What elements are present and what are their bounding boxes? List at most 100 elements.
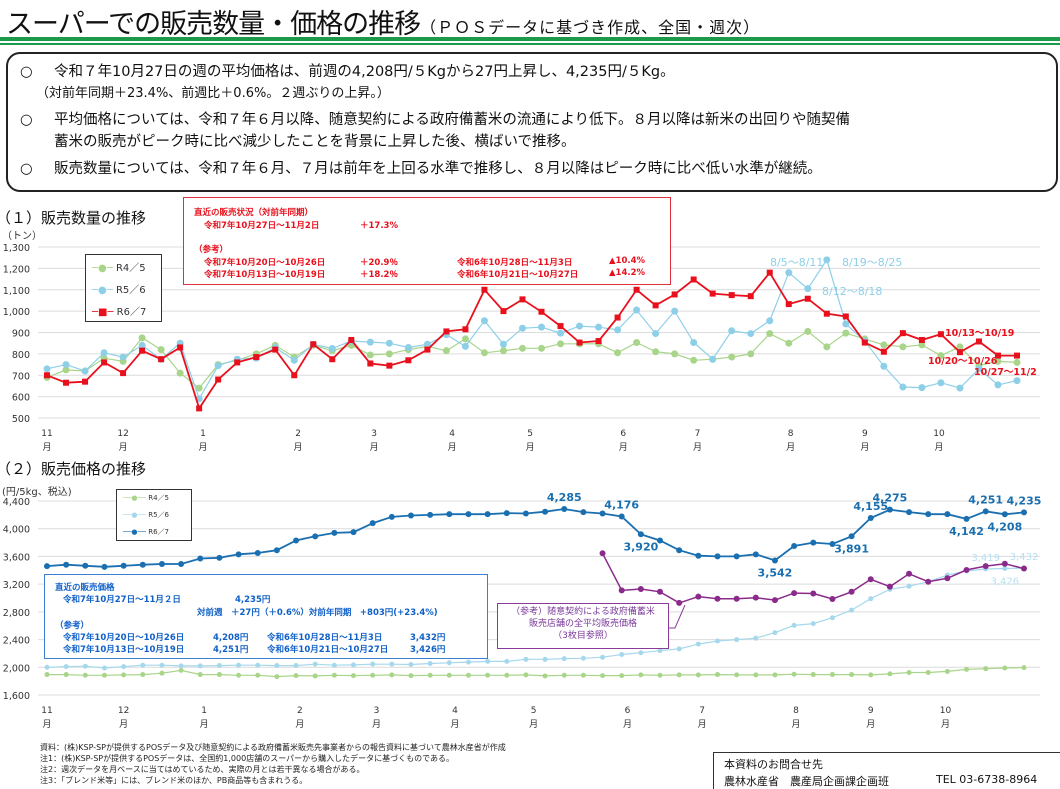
- y-tick-label: 2,800: [3, 608, 30, 619]
- data-point: [62, 361, 70, 369]
- x-tick-unit: 月: [119, 442, 128, 453]
- data-point: [956, 343, 964, 351]
- annotation-10-27: 10/27〜11/2: [974, 367, 1037, 378]
- data-point: [503, 510, 510, 517]
- data-point: [443, 328, 450, 335]
- data-point: [370, 661, 376, 667]
- data-point: [312, 533, 319, 540]
- data-point: [273, 547, 280, 554]
- data-point: [542, 673, 548, 679]
- x-tick-label: 6: [620, 429, 626, 439]
- data-point: [480, 317, 488, 325]
- data-point: [906, 570, 913, 577]
- data-point: [886, 583, 893, 590]
- data-point: [695, 593, 702, 600]
- data-point: [618, 513, 625, 520]
- data-point: [465, 659, 471, 665]
- data-point: [791, 543, 798, 550]
- data-point: [158, 561, 165, 568]
- data-point: [485, 672, 491, 678]
- data-point: [215, 376, 222, 383]
- data-point: [63, 379, 70, 386]
- data-point: [159, 670, 165, 676]
- price-ref-value: 4,251円: [213, 645, 249, 655]
- data-point: [331, 662, 337, 668]
- series-line-0: [47, 667, 1025, 678]
- data-point: [747, 350, 755, 358]
- series-line-2: [46, 508, 1025, 568]
- data-point: [734, 637, 740, 643]
- data-point: [637, 531, 644, 538]
- data-point: [500, 308, 507, 315]
- data-point: [423, 340, 431, 348]
- data-point: [1014, 352, 1020, 359]
- x-tick-label: 5: [531, 706, 537, 716]
- data-point: [752, 551, 759, 558]
- footnotes: 資料：(株)KSP-SPが提供するPOSデータ及び随意契約による政府備蓄米販売先…: [40, 742, 506, 786]
- data-label: 3,432: [1010, 552, 1039, 563]
- data-point: [214, 362, 222, 370]
- bullet-icon: ○: [20, 161, 33, 177]
- data-point: [633, 306, 641, 314]
- chart2-title: （２）販売価格の推移: [0, 460, 147, 478]
- data-point: [791, 622, 797, 628]
- data-point: [312, 661, 318, 667]
- data-point: [272, 346, 279, 353]
- y-tick-label: 2,000: [3, 663, 30, 674]
- data-label: 4,251: [968, 493, 1003, 506]
- page-title: スーパーでの販売数量・価格の推移（ＰＯＳデータに基づき作成、全国・週次）: [6, 2, 760, 41]
- data-point: [101, 665, 107, 671]
- data-point: [389, 661, 395, 667]
- data-point: [771, 597, 778, 604]
- data-label: 4,275: [873, 492, 908, 505]
- x-tick-unit: 月: [529, 719, 538, 730]
- data-point: [614, 326, 622, 334]
- legend-label: R4／5: [115, 263, 146, 274]
- data-point: [899, 330, 906, 337]
- data-point: [810, 590, 817, 597]
- data-label: 3,426: [991, 576, 1020, 587]
- data-point: [975, 338, 982, 345]
- data-point: [370, 672, 376, 678]
- data-point: [158, 356, 165, 363]
- x-tick-label: 12: [117, 429, 128, 439]
- data-point: [906, 583, 912, 589]
- x-tick-label: 1: [200, 429, 206, 439]
- price-status-box: 直近の販売価格 令和7年10月27日〜11月２日 4,235円 対前週 ＋27円…: [44, 574, 488, 659]
- y-tick-label: 1,000: [3, 307, 30, 318]
- data-point: [752, 594, 759, 601]
- annotation-8-5: 8/5〜8/11: [770, 256, 824, 269]
- data-point: [676, 547, 683, 554]
- data-point: [236, 672, 242, 678]
- data-point: [983, 666, 989, 672]
- data-point: [576, 339, 583, 346]
- legend-label: R6／7: [148, 528, 169, 536]
- x-tick-unit: 月: [200, 719, 209, 730]
- x-tick-unit: 月: [294, 442, 303, 453]
- data-point: [657, 537, 664, 544]
- data-point: [747, 293, 754, 300]
- data-point: [714, 553, 721, 560]
- sales-ref-value: ＋20.9％: [360, 258, 398, 268]
- callout-line: [667, 604, 686, 629]
- data-point: [44, 372, 50, 379]
- x-tick-unit: 月: [451, 719, 460, 730]
- data-point: [178, 667, 184, 673]
- x-tick-label: 10: [940, 706, 952, 716]
- chart2-legend: ──●── R4／5 ──●── R5／6 ──●── R6／7: [116, 489, 192, 541]
- data-point: [804, 295, 811, 302]
- data-point: [408, 673, 414, 679]
- data-point: [868, 672, 874, 678]
- sales-ref-label: （参考）: [194, 245, 229, 255]
- data-point: [614, 349, 622, 357]
- data-point: [100, 349, 108, 357]
- data-point: [728, 353, 736, 361]
- y-tick-label: 900: [12, 329, 30, 340]
- data-point: [747, 330, 755, 338]
- data-point: [351, 662, 357, 668]
- legend-marker-icon: ──●──: [123, 494, 149, 502]
- data-point: [404, 343, 412, 351]
- data-point: [44, 672, 50, 678]
- data-point: [785, 301, 792, 308]
- data-point: [388, 513, 395, 520]
